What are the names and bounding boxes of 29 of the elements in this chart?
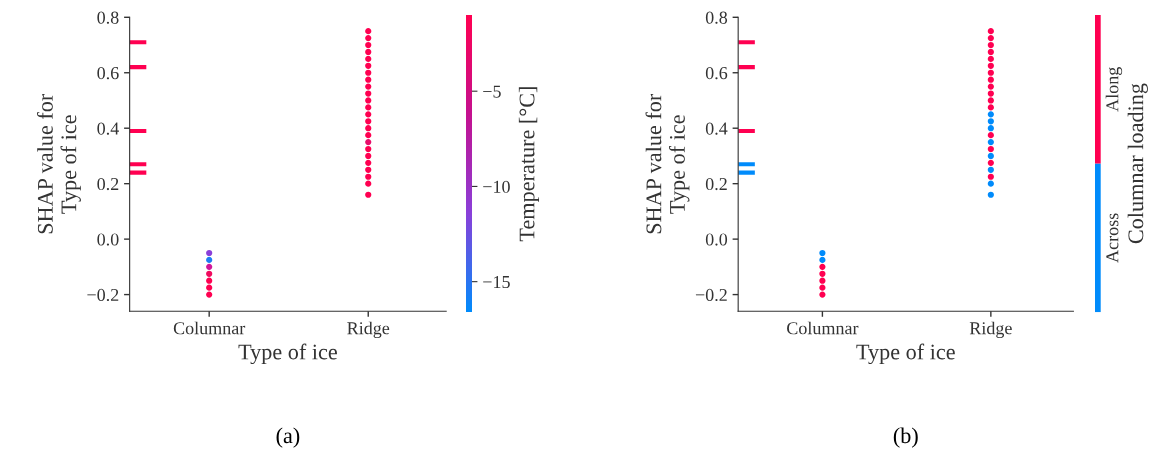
y-tick-label: −0.2 <box>695 288 727 302</box>
y-tick-label: 0.0 <box>97 233 119 246</box>
text: Across <box>1106 213 1119 263</box>
y-tick-label: −0.2 <box>87 288 119 302</box>
text: (a) <box>276 427 300 448</box>
color-bar-title: Columnar loading <box>1127 83 1148 244</box>
x-tick-label: Columnar <box>787 321 859 335</box>
x-tick-label: Ridge <box>347 321 390 339</box>
text: Along <box>1105 67 1123 112</box>
y-tick-label: 0.2 <box>97 177 119 191</box>
y-tick-label: 0.0 <box>705 233 728 246</box>
color-bar-label: −5 <box>483 85 501 98</box>
y-tick-label: 0.2 <box>705 177 727 191</box>
y-tick-label: 0.6 <box>705 67 728 80</box>
x-axis-title: Type of ice <box>856 343 955 365</box>
y-tick-label: 0.4 <box>705 122 728 135</box>
y-tick-label: 0.8 <box>705 11 728 24</box>
y-axis-title: SHAP value for Type of ice <box>36 93 81 234</box>
color-bar-title: Temperature [°C] <box>518 87 540 242</box>
y-tick-label: 0.8 <box>97 11 119 24</box>
color-bar-label: −10 <box>483 180 510 193</box>
y-axis-title: SHAP value for Type of ice <box>645 93 690 234</box>
x-axis-title: Type of ice <box>238 343 337 365</box>
x-tick-label: Ridge <box>969 321 1012 339</box>
text: (b) <box>893 427 918 448</box>
x-tick-label: Columnar <box>173 321 246 335</box>
y-tick-label: 0.6 <box>97 67 119 80</box>
color-bar-label: −15 <box>483 276 510 289</box>
y-tick-label: 0.4 <box>97 122 119 135</box>
